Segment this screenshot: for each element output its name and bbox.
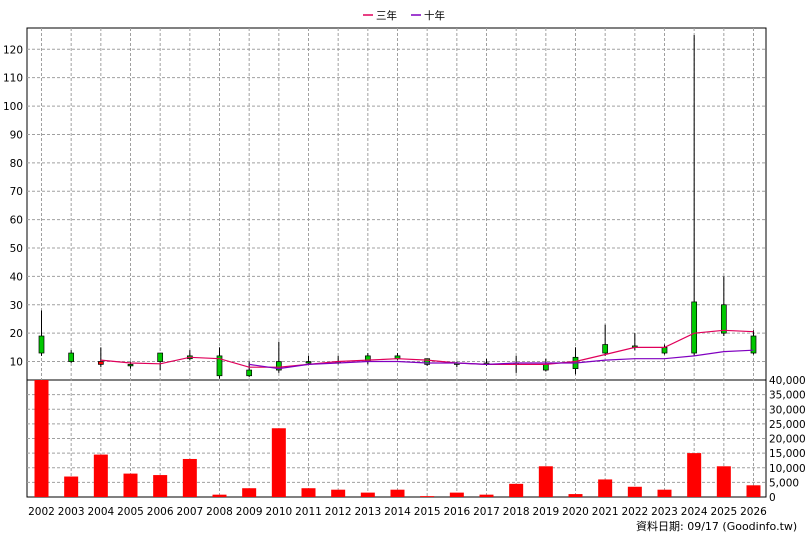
candle-body xyxy=(305,361,312,364)
candle-body xyxy=(424,358,431,365)
volume-bar xyxy=(509,483,524,497)
x-tick-label: 2022 xyxy=(621,506,648,518)
price-tick-label: 50 xyxy=(10,243,23,255)
ma-3yr-line xyxy=(100,329,754,368)
volume-bar xyxy=(242,488,257,497)
price-tick-label: 80 xyxy=(10,158,23,170)
volume-bar xyxy=(360,492,375,497)
volume-bar xyxy=(479,494,494,497)
price-tick-label: 40 xyxy=(10,271,23,283)
x-tick-label: 2021 xyxy=(592,506,619,518)
x-tick-label: 2012 xyxy=(325,506,352,518)
price-plot-area xyxy=(26,27,767,381)
x-tick-label: 2006 xyxy=(147,506,174,518)
candle-body xyxy=(127,364,134,367)
candle-body xyxy=(542,364,549,371)
volume-bar xyxy=(153,475,168,497)
x-tick-label: 2005 xyxy=(117,506,144,518)
candle-body xyxy=(97,361,104,365)
volume-tick-label: 25,000 xyxy=(769,419,806,431)
volume-bar xyxy=(301,488,316,497)
volume-bar xyxy=(212,494,227,497)
volume-bar xyxy=(657,489,672,497)
volume-bar xyxy=(182,458,197,497)
price-tick-label: 70 xyxy=(10,186,23,198)
candle-body xyxy=(602,344,609,354)
x-tick-label: 2016 xyxy=(443,506,470,518)
legend: 三年 十年 xyxy=(363,9,445,22)
x-tick-label: 2023 xyxy=(651,506,678,518)
volume-bar xyxy=(627,486,642,497)
x-tick-label: 2026 xyxy=(740,506,767,518)
volume-tick-label: 20,000 xyxy=(769,434,806,446)
volume-bar xyxy=(390,489,405,497)
x-tick-label: 2017 xyxy=(473,506,500,518)
price-tick-label: 60 xyxy=(10,215,23,227)
volume-bar xyxy=(538,466,553,497)
x-tick-label: 2003 xyxy=(58,506,85,518)
volume-bar xyxy=(687,453,702,497)
volume-bar xyxy=(568,494,583,497)
price-tick-label: 30 xyxy=(10,300,23,312)
x-tick-label: 2010 xyxy=(265,506,292,518)
volume-tick-label: 35,000 xyxy=(769,390,806,402)
price-tick-label: 10 xyxy=(10,357,23,369)
candle-body xyxy=(68,352,75,362)
volume-bar xyxy=(598,479,613,497)
volume-tick-label: 40,000 xyxy=(769,375,806,387)
price-tick-label: 120 xyxy=(3,44,23,56)
volume-bar xyxy=(93,454,108,497)
volume-bar xyxy=(64,476,79,497)
price-tick-label: 90 xyxy=(10,129,23,141)
candle-body xyxy=(157,352,164,362)
candle-body xyxy=(38,335,45,354)
volume-bar xyxy=(34,380,49,497)
x-tick-label: 2025 xyxy=(710,506,737,518)
x-tick-label: 2019 xyxy=(532,506,559,518)
ma-10yr-line xyxy=(249,349,754,370)
volume-tick-label: 15,000 xyxy=(769,448,806,460)
candle-body xyxy=(750,335,757,354)
volume-bar xyxy=(123,473,138,497)
x-tick-label: 2011 xyxy=(295,506,322,518)
x-tick-label: 2002 xyxy=(28,506,55,518)
price-tick-label: 20 xyxy=(10,328,23,340)
price-tick-label: 100 xyxy=(3,101,23,113)
x-tick-label: 2008 xyxy=(206,506,233,518)
legend-label-3yr: 三年 xyxy=(376,9,397,22)
x-tick-label: 2007 xyxy=(176,506,203,518)
x-tick-label: 2024 xyxy=(681,506,708,518)
candle-body xyxy=(691,301,698,354)
x-tick-label: 2004 xyxy=(87,506,114,518)
candle-body xyxy=(720,304,727,334)
x-tick-label: 2014 xyxy=(384,506,411,518)
x-tick-label: 2018 xyxy=(503,506,530,518)
x-tick-label: 2013 xyxy=(354,506,381,518)
volume-bar xyxy=(449,492,464,497)
volume-tick-label: 5,000 xyxy=(769,477,799,489)
legend-label-10yr: 十年 xyxy=(424,9,445,22)
candle-body xyxy=(246,369,253,377)
x-tick-label: 2009 xyxy=(236,506,263,518)
candle-body xyxy=(275,361,282,371)
candle-body xyxy=(216,355,223,377)
volume-bar xyxy=(420,496,435,497)
volume-bar xyxy=(271,428,286,497)
volume-bar xyxy=(716,466,731,497)
price-tick-label: 110 xyxy=(3,73,23,85)
volume-tick-label: 10,000 xyxy=(769,463,806,475)
volume-bar xyxy=(331,489,346,497)
source-note: 資料日期: 09/17 (Goodinfo.tw) xyxy=(636,519,797,533)
x-tick-label: 2020 xyxy=(562,506,589,518)
candle-body xyxy=(661,347,668,354)
volume-tick-label: 0 xyxy=(769,492,776,504)
volume-bar xyxy=(746,485,761,497)
x-tick-label: 2015 xyxy=(414,506,441,518)
volume-tick-label: 30,000 xyxy=(769,404,806,416)
